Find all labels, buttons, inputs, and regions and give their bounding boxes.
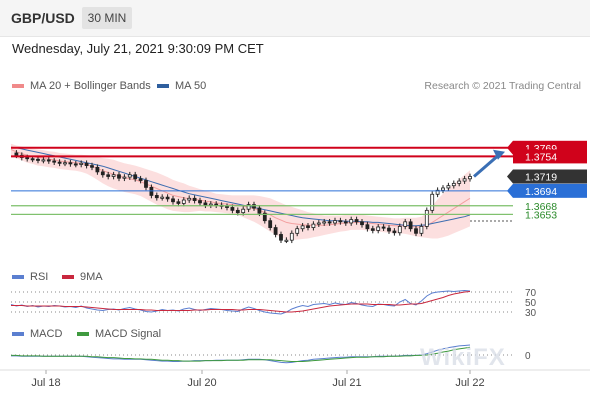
candle-body — [361, 222, 364, 225]
candle-body — [269, 221, 272, 228]
candle-body — [15, 153, 18, 155]
candle-body — [431, 194, 434, 210]
candle-body — [161, 197, 164, 198]
candle-body — [199, 201, 202, 203]
candle-body — [215, 204, 218, 205]
target-arrow-line — [474, 155, 499, 177]
candle-body — [317, 223, 320, 224]
x-tick-label-0: Jul 18 — [31, 377, 60, 389]
price-pointer-1.3694 — [507, 184, 513, 198]
candle-body — [328, 222, 331, 223]
candle-body — [371, 229, 374, 231]
candle-body — [42, 160, 45, 161]
candle-body — [172, 199, 175, 202]
candle-body — [312, 224, 315, 227]
candle-body — [442, 188, 445, 190]
candle-body — [382, 227, 385, 228]
candle-body — [452, 183, 455, 185]
candle-body — [323, 222, 326, 223]
candle-body — [37, 159, 40, 160]
candle-body — [69, 163, 72, 164]
candle-body — [236, 210, 239, 212]
price-pointer-1.3719 — [507, 169, 513, 183]
price-level-label-1.3719: 1.3719 — [525, 171, 557, 183]
candle-body — [355, 220, 358, 222]
candle-body — [85, 163, 88, 165]
rsi-level-label-30: 30 — [525, 308, 537, 319]
candle-body — [301, 226, 304, 229]
candle-body — [420, 226, 423, 233]
candle-body — [74, 164, 77, 165]
candle-body — [350, 220, 353, 223]
candle-body — [118, 175, 121, 178]
candle-body — [366, 225, 369, 229]
candle-body — [134, 175, 137, 179]
candle-body — [112, 175, 115, 177]
candle-body — [96, 167, 99, 172]
candle-body — [388, 228, 391, 231]
x-tick-label-1: Jul 20 — [187, 377, 216, 389]
candle-body — [123, 177, 126, 178]
macd-zero-label: 0 — [525, 351, 531, 362]
candle-body — [398, 226, 401, 232]
candle-body — [58, 162, 61, 163]
candle-body — [209, 204, 212, 205]
candle-body — [415, 229, 418, 234]
candle-body — [339, 221, 342, 222]
candle-body — [226, 206, 229, 207]
candle-body — [204, 203, 207, 205]
candle-body — [307, 226, 310, 228]
candle-body — [290, 233, 293, 240]
candle-body — [91, 166, 94, 168]
candle-body — [274, 228, 277, 235]
candle-body — [334, 221, 337, 223]
price-pointer-1.3769 — [507, 141, 513, 155]
candle-body — [458, 181, 461, 183]
candle-body — [409, 222, 412, 229]
candle-body — [145, 181, 148, 188]
candle-body — [393, 231, 396, 233]
candle-body — [47, 160, 50, 161]
candle-body — [177, 202, 180, 204]
candle-body — [280, 234, 283, 240]
x-tick-label-2: Jul 21 — [332, 377, 361, 389]
candle-body — [139, 179, 142, 181]
candle-body — [182, 200, 185, 203]
candle-body — [128, 175, 131, 177]
candle-body — [258, 208, 261, 213]
candle-body — [26, 158, 29, 159]
price-level-label-1.3754: 1.3754 — [525, 151, 557, 163]
candle-body — [155, 195, 158, 197]
candle-body — [101, 172, 104, 175]
price-level-label-1.3694: 1.3694 — [525, 186, 557, 198]
candle-body — [188, 198, 191, 200]
candle-body — [53, 161, 56, 162]
candle-body — [425, 210, 428, 226]
candle-body — [285, 240, 288, 241]
candle-body — [447, 186, 450, 188]
candle-body — [150, 187, 153, 195]
candle-body — [344, 222, 347, 223]
candle-body — [80, 163, 83, 164]
candle-body — [107, 175, 110, 177]
price-level-label-1.3653: 1.3653 — [525, 209, 557, 221]
watermark-logo: WikiFX — [420, 344, 506, 372]
candle-body — [404, 222, 407, 227]
candle-body — [253, 205, 256, 208]
candle-body — [469, 176, 472, 178]
candle-body — [231, 207, 234, 210]
candle-body — [377, 227, 380, 230]
candle-body — [64, 163, 67, 164]
macd-signal-line — [11, 347, 470, 361]
candle-body — [463, 179, 466, 181]
candle-body — [166, 197, 169, 199]
candle-body — [242, 209, 245, 212]
candle-body — [31, 159, 34, 160]
candle-body — [193, 198, 196, 200]
candle-body — [296, 229, 299, 234]
x-tick-label-3: Jul 22 — [455, 377, 484, 389]
